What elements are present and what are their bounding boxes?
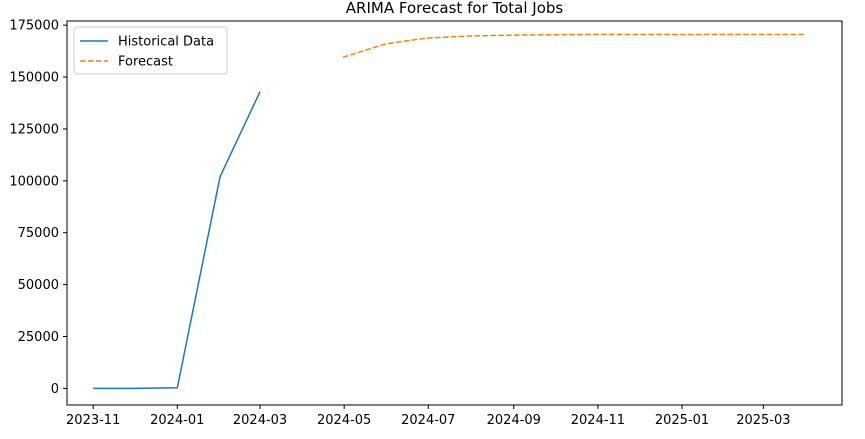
x-tick-label: 2024-11: [571, 413, 625, 428]
series-line-forecast: [342, 33, 805, 59]
x-tick-label: 2024-07: [401, 413, 455, 428]
chart-title: ARIMA Forecast for Total Jobs: [346, 0, 564, 17]
y-tick-label: 50000: [18, 278, 59, 293]
y-tick-label: 100000: [9, 174, 59, 189]
legend-label: Forecast: [118, 55, 173, 70]
y-tick-label: 25000: [18, 330, 59, 345]
x-tick-label: 2024-01: [150, 413, 204, 428]
legend-label: Historical Data: [118, 35, 214, 50]
y-tick-label: 150000: [9, 71, 59, 86]
x-tick-label: 2024-03: [233, 413, 287, 428]
series-line-historical: [93, 91, 261, 390]
y-tick-label: 0: [51, 382, 59, 397]
x-tick-label: 2025-01: [655, 413, 709, 428]
series-layer: [93, 33, 805, 390]
y-tick-label: 75000: [18, 226, 59, 241]
x-tick-label: 2024-09: [487, 413, 541, 428]
legend-box: [73, 26, 228, 75]
y-tick-label: 175000: [9, 19, 59, 34]
legend: Historical Data Forecast: [73, 26, 228, 75]
plot-frame: [66, 20, 843, 406]
x-tick-label: 2024-05: [317, 413, 371, 428]
axes-layer: 2023-11 2024-01 2024-03 2024-05 2024-07 2024-…: [9, 19, 843, 428]
x-tick-label: 2025-03: [736, 413, 790, 428]
x-tick-label: 2023-11: [66, 413, 120, 428]
y-tick-label: 125000: [9, 122, 59, 137]
